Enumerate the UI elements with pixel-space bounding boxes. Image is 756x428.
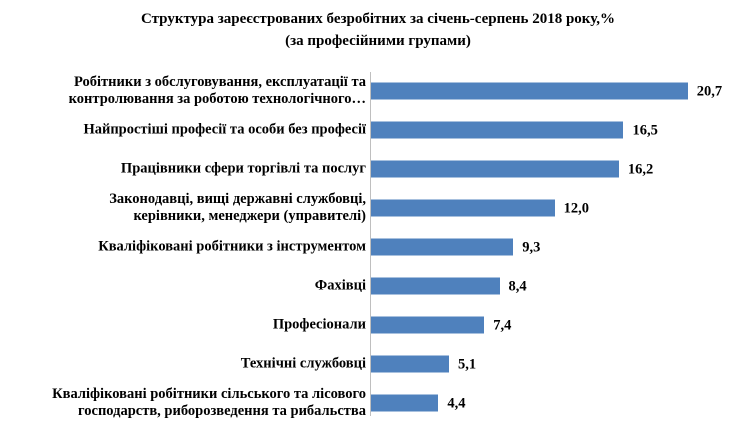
bar [371, 199, 555, 217]
data-label: 5,1 [458, 356, 477, 373]
bar [371, 355, 450, 373]
category-label: Законодавці, вищі державні службовці, кер… [0, 191, 366, 225]
category-label: Фахівці [0, 278, 366, 295]
data-label: 20,7 [696, 83, 723, 100]
bar [371, 394, 439, 412]
category-label: Кваліфіковані робітники з інструментом [0, 239, 366, 256]
bar [371, 277, 500, 295]
data-label: 16,2 [627, 161, 654, 178]
data-label: 7,4 [493, 317, 512, 334]
category-label-line: Кваліфіковані робітники сільського та лі… [52, 386, 366, 402]
bar [371, 238, 514, 256]
category-label-line: Кваліфіковані робітники з інструментом [98, 238, 366, 255]
bar [371, 160, 619, 178]
category-label-line: Робітники з обслуговування, експлуатації… [74, 74, 366, 90]
category-label: Технічні службовці [0, 356, 366, 373]
category-label: Найпростіші професії та особи без профес… [0, 122, 366, 139]
bar [371, 121, 624, 139]
chart-subtitle: (за професійними групами) [285, 33, 471, 49]
category-label: Працівники сфери торгівлі та послуг [0, 161, 366, 178]
category-label-line: контролювання за роботою технологічного… [68, 91, 366, 107]
category-label: Кваліфіковані робітники сільського та лі… [0, 386, 366, 420]
data-label: 12,0 [563, 200, 589, 217]
category-label-line: Законодавці, вищі державні службовці, [109, 191, 366, 207]
category-label-line: Працівники сфери торгівлі та послуг [120, 160, 366, 177]
category-label-line: керівники, менеджери (управителі) [133, 208, 366, 224]
chart-title: Структура зареєстрованих безробітних за … [141, 11, 615, 27]
data-label: 9,3 [522, 239, 541, 256]
category-label-line: Фахівці [314, 277, 366, 294]
category-label-line: Найпростіші професії та особи без профес… [83, 121, 366, 138]
bar [371, 82, 688, 100]
data-label: 16,5 [632, 122, 658, 139]
category-label-line: Технічні службовці [240, 355, 366, 372]
category-label: Професіонали [0, 317, 366, 334]
data-label: 4,4 [447, 395, 466, 412]
category-label-line: господарств, риборозведення та рибальств… [78, 403, 366, 419]
category-label-line: Професіонали [272, 316, 366, 333]
category-label: Робітники з обслуговування, експлуатації… [0, 74, 366, 108]
bar [371, 316, 485, 334]
data-label: 8,4 [508, 278, 527, 295]
category-axis [370, 72, 371, 416]
